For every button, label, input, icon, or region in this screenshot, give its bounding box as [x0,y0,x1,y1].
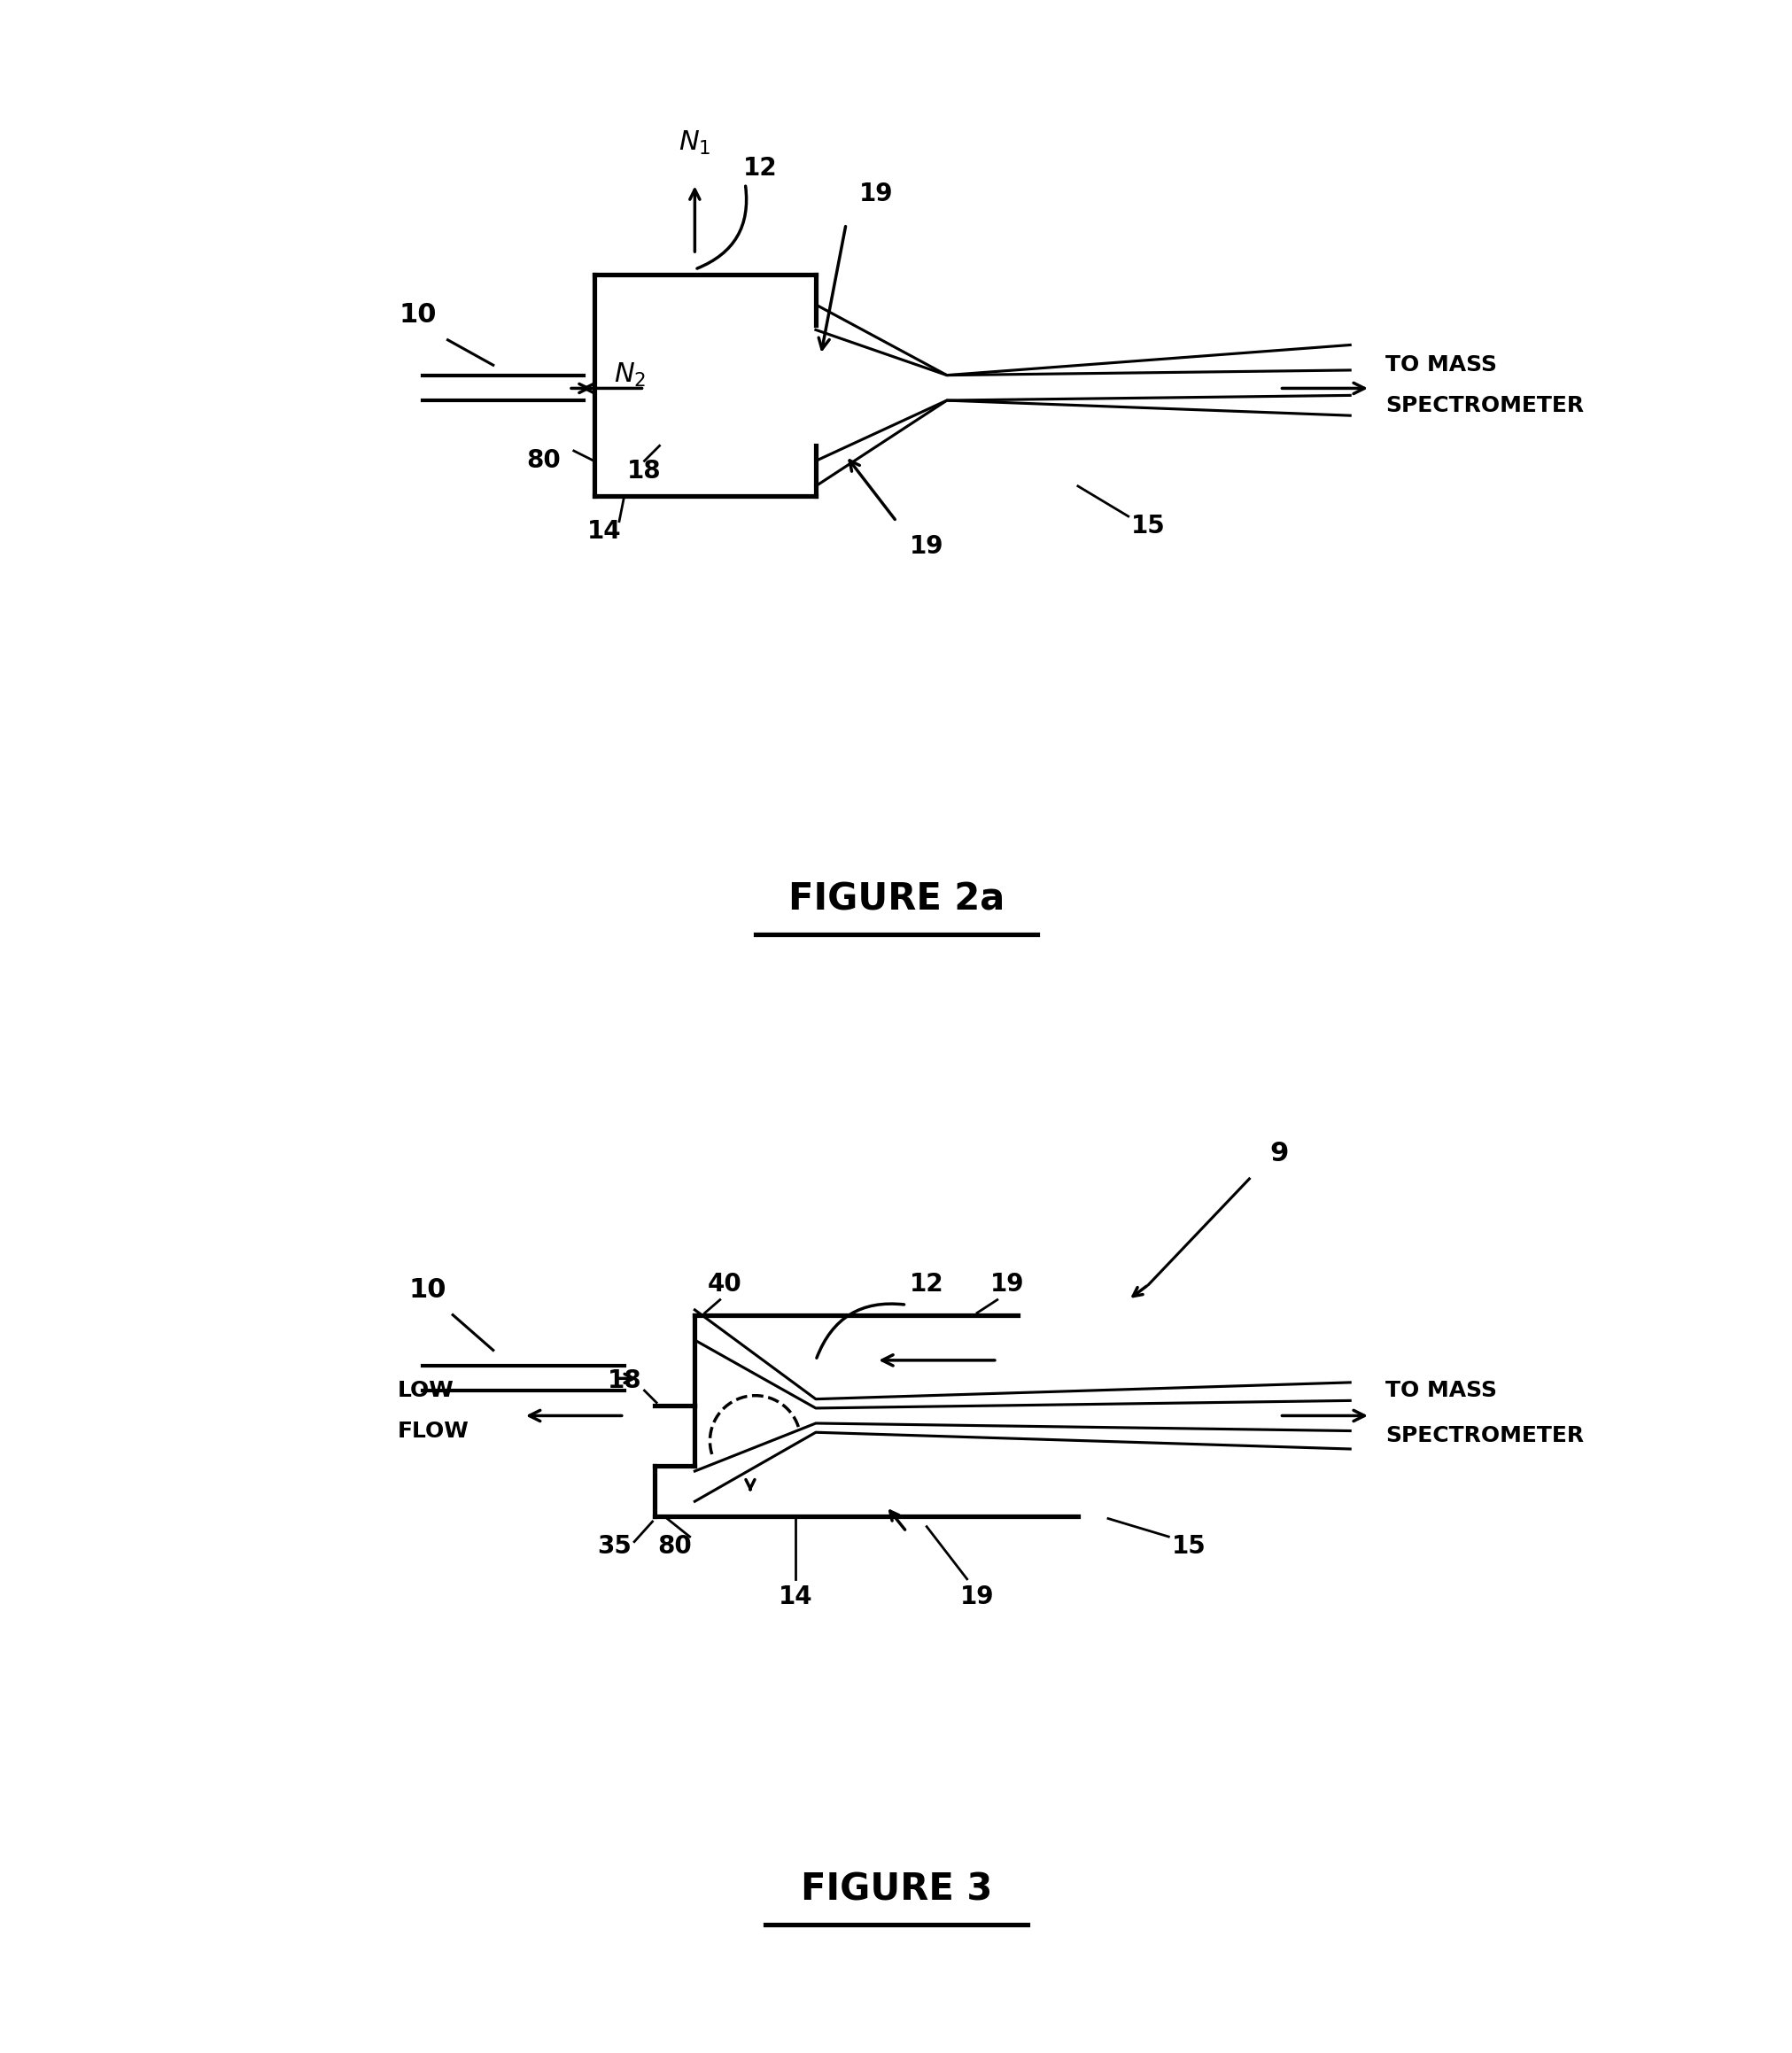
Text: 19: 19 [959,1585,993,1610]
Text: 40: 40 [708,1273,742,1297]
Text: TO MASS: TO MASS [1385,1380,1496,1400]
Text: 19: 19 [989,1273,1023,1297]
Text: 12: 12 [744,156,778,181]
Text: SPECTROMETER: SPECTROMETER [1385,1425,1582,1447]
Text: $N_2$: $N_2$ [615,361,645,388]
Text: 10: 10 [398,302,435,328]
Text: FIGURE 3: FIGURE 3 [801,1870,991,1907]
Text: $N_1$: $N_1$ [679,129,711,158]
Text: LOW: LOW [398,1380,453,1400]
Text: 15: 15 [1172,1534,1206,1558]
Text: FLOW: FLOW [398,1421,470,1441]
Text: 12: 12 [909,1273,943,1297]
Text: 80: 80 [658,1534,692,1558]
Text: 9: 9 [1269,1141,1288,1166]
Text: 15: 15 [1131,513,1165,538]
Text: 80: 80 [527,448,561,474]
Text: 19: 19 [858,181,892,205]
Text: SPECTROMETER: SPECTROMETER [1385,394,1582,417]
Text: 18: 18 [627,458,661,482]
Text: 10: 10 [409,1277,446,1302]
Text: TO MASS: TO MASS [1385,355,1496,376]
Text: 14: 14 [586,519,620,544]
Text: 35: 35 [597,1534,631,1558]
Text: 14: 14 [778,1585,812,1610]
Text: 18: 18 [607,1367,642,1392]
Text: FIGURE 2a: FIGURE 2a [788,881,1004,918]
Text: 19: 19 [909,534,943,558]
